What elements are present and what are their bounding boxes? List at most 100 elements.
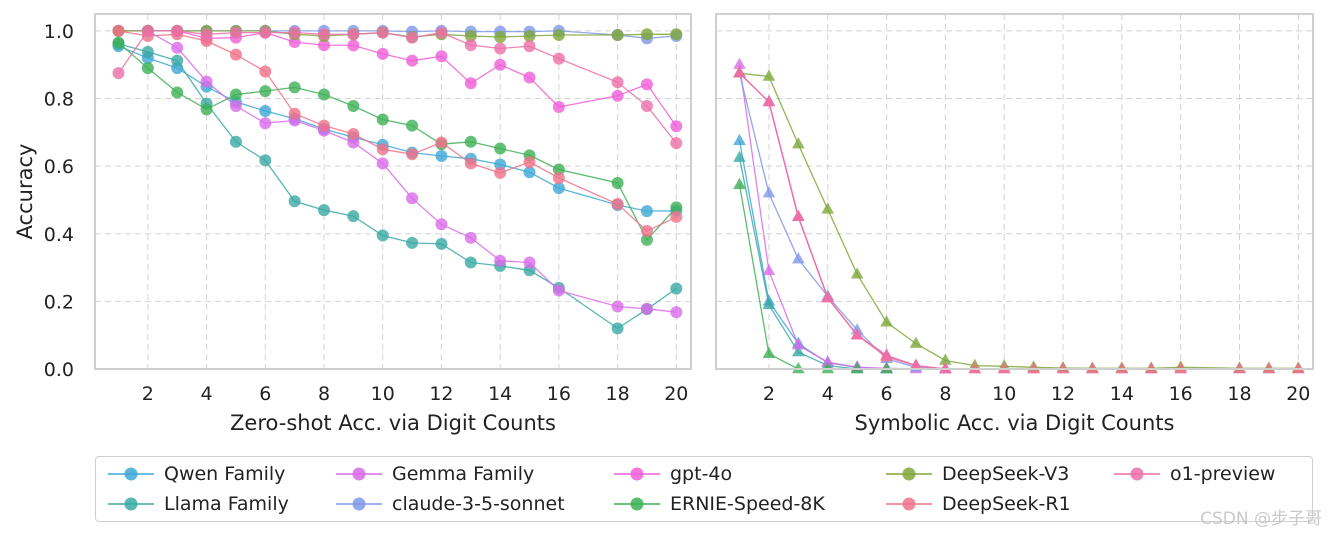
legend-label: Gemma Family bbox=[392, 463, 535, 485]
legend-item-claude-3-5-sonnet: claude-3-5-sonnet bbox=[336, 491, 565, 517]
series-gpt-4o bbox=[112, 24, 683, 133]
data-point bbox=[670, 137, 683, 150]
data-point bbox=[200, 75, 213, 88]
series-deepseek-r1 bbox=[112, 24, 683, 238]
series-line bbox=[118, 45, 677, 212]
x-tick-label: 6 bbox=[259, 383, 271, 405]
x-tick-label: 4 bbox=[822, 383, 834, 405]
data-point bbox=[229, 26, 242, 39]
legend-label: Qwen Family bbox=[164, 463, 286, 485]
data-point bbox=[464, 256, 477, 269]
series-qwen-family bbox=[112, 40, 683, 218]
data-point bbox=[640, 28, 653, 41]
series-llama-family bbox=[733, 150, 893, 374]
series-o1-preview bbox=[733, 66, 952, 374]
legend-label: gpt-4o bbox=[670, 463, 733, 485]
data-point bbox=[347, 210, 360, 223]
data-point bbox=[792, 362, 805, 374]
data-point bbox=[670, 210, 683, 223]
data-point bbox=[347, 28, 360, 41]
y-axis-label: Accuracy bbox=[13, 144, 37, 240]
data-point bbox=[762, 94, 776, 107]
series-ernie-speed-8k bbox=[112, 36, 683, 246]
legend-swatch-icon bbox=[614, 467, 660, 481]
data-point bbox=[762, 297, 776, 309]
data-point bbox=[523, 29, 536, 42]
data-point bbox=[1056, 362, 1070, 374]
x-tick-label: 10 bbox=[371, 383, 395, 405]
data-point bbox=[288, 26, 301, 39]
data-point bbox=[347, 99, 360, 112]
data-point bbox=[435, 136, 448, 149]
data-point bbox=[376, 157, 389, 170]
data-point bbox=[821, 355, 835, 367]
data-point bbox=[939, 353, 952, 365]
data-point bbox=[1233, 362, 1246, 374]
series-gemma-family bbox=[112, 24, 683, 319]
data-point bbox=[347, 128, 360, 141]
data-point bbox=[762, 346, 776, 358]
data-point bbox=[494, 254, 507, 267]
data-point bbox=[112, 36, 125, 49]
legend-swatch-icon bbox=[1114, 467, 1160, 481]
data-point bbox=[611, 28, 624, 41]
legend-item-gpt-4o: gpt-4o bbox=[614, 461, 732, 487]
data-point bbox=[376, 229, 389, 242]
data-point bbox=[850, 328, 864, 340]
data-point bbox=[640, 205, 653, 218]
data-point bbox=[792, 338, 805, 350]
data-point bbox=[1086, 362, 1099, 374]
data-point bbox=[435, 237, 448, 250]
data-point bbox=[670, 306, 683, 319]
data-point bbox=[733, 66, 746, 78]
x-tick-label: 4 bbox=[201, 383, 213, 405]
data-point bbox=[112, 67, 125, 80]
data-point bbox=[171, 54, 184, 67]
data-point bbox=[670, 201, 683, 214]
series-qwen-family bbox=[733, 133, 893, 374]
data-point bbox=[552, 52, 565, 65]
data-point bbox=[552, 284, 565, 297]
x-tick-label: 12 bbox=[429, 383, 453, 405]
series-line bbox=[739, 72, 1299, 370]
data-point bbox=[494, 30, 507, 43]
data-point bbox=[640, 225, 653, 238]
data-point bbox=[494, 166, 507, 179]
data-point bbox=[406, 236, 419, 249]
data-point bbox=[229, 48, 242, 61]
x-tick-label: 2 bbox=[763, 383, 775, 405]
data-point bbox=[464, 39, 477, 52]
data-point bbox=[229, 99, 242, 112]
data-point bbox=[288, 81, 301, 94]
data-point bbox=[939, 362, 952, 374]
watermark: CSDN @步子哥 bbox=[1200, 509, 1322, 529]
legend-item-o1-preview: o1-preview bbox=[1114, 461, 1275, 487]
legend-item-llama-family: Llama Family bbox=[108, 491, 289, 517]
data-point bbox=[640, 78, 653, 91]
legend: Qwen Family Llama Family Gemma Family claud… bbox=[95, 456, 1313, 522]
data-point bbox=[171, 41, 184, 54]
data-point bbox=[611, 89, 624, 102]
data-point bbox=[792, 209, 805, 222]
series-o1-preview bbox=[112, 24, 683, 150]
data-point bbox=[733, 177, 746, 189]
series-deepseek-r1 bbox=[733, 66, 1305, 374]
series-gpt-4o bbox=[733, 66, 1305, 374]
series-llama-family bbox=[112, 37, 683, 335]
plot-frame bbox=[94, 13, 692, 370]
data-point bbox=[670, 28, 683, 41]
x-tick-label: 14 bbox=[488, 383, 512, 405]
data-point bbox=[435, 218, 448, 231]
data-point bbox=[640, 302, 653, 315]
x-axis-label: Symbolic Acc. via Digit Counts bbox=[855, 411, 1175, 435]
data-point bbox=[1144, 362, 1158, 374]
data-point bbox=[464, 157, 477, 170]
data-point bbox=[611, 177, 624, 190]
x-tick-label: 18 bbox=[1227, 383, 1251, 405]
legend-item-deepseek-r1: DeepSeek-R1 bbox=[886, 491, 1071, 517]
data-point bbox=[1291, 362, 1305, 374]
y-tick-label: 0.6 bbox=[44, 156, 74, 178]
plot-frame bbox=[715, 13, 1314, 370]
data-point bbox=[318, 119, 331, 132]
